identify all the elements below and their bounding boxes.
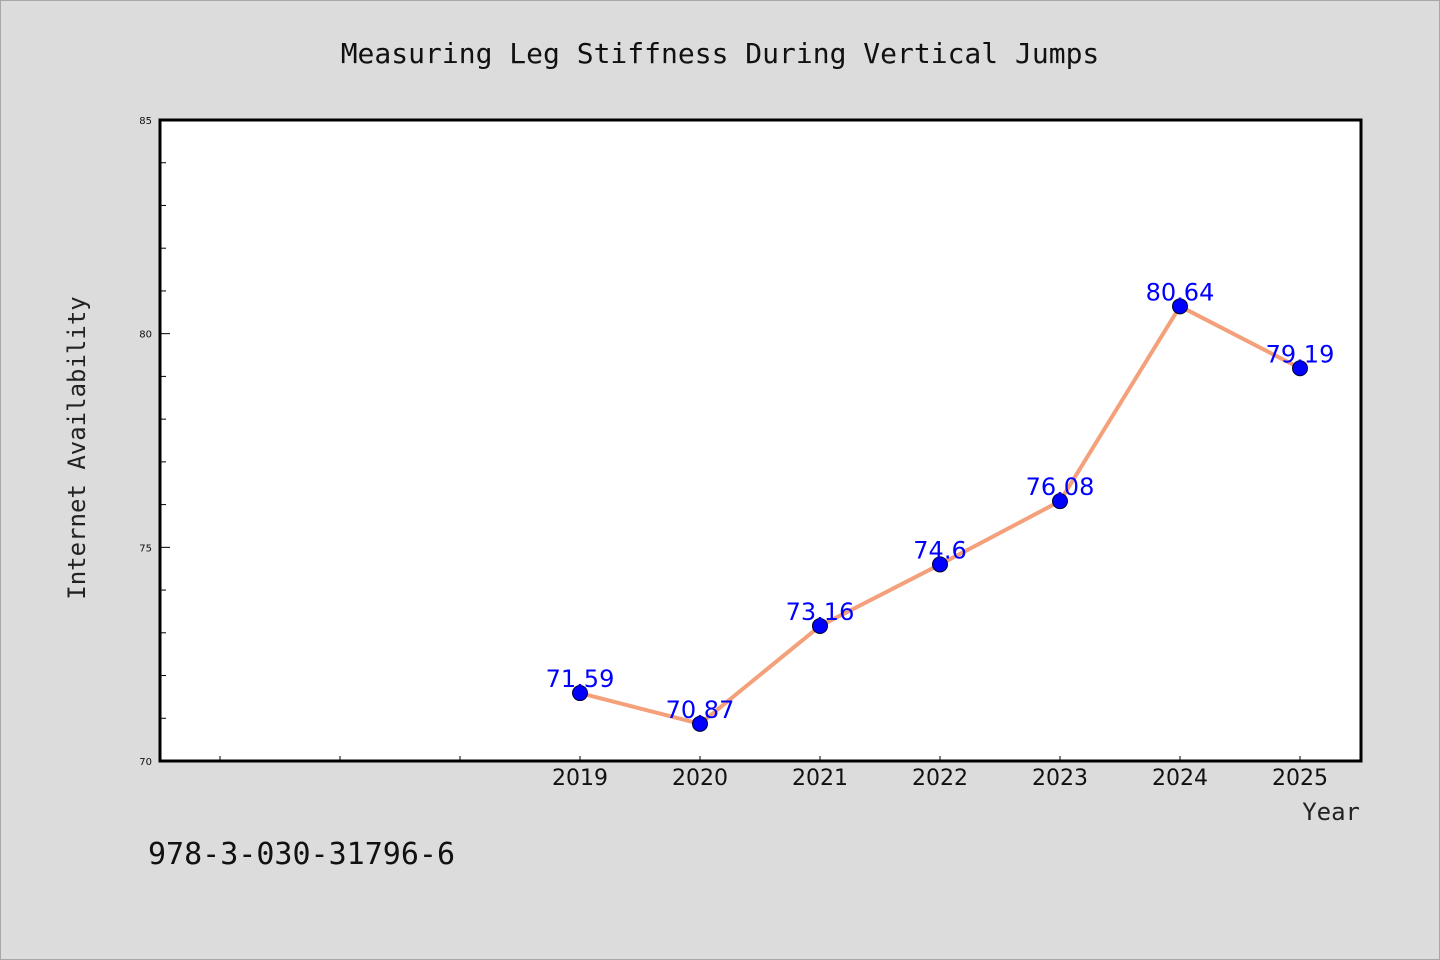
x-tick-label: 2021 bbox=[792, 766, 848, 791]
data-label: 79.19 bbox=[1266, 340, 1335, 368]
plot-area bbox=[158, 118, 1363, 763]
y-axis-title: Internet Availability bbox=[63, 296, 91, 599]
data-point bbox=[572, 685, 588, 702]
data-point bbox=[692, 715, 708, 732]
isbn-footer: 978-3-030-31796-6 bbox=[148, 837, 455, 872]
data-label: 70.87 bbox=[666, 696, 735, 724]
x-tick-label: 2022 bbox=[912, 766, 968, 791]
y-tick-label: 75 bbox=[139, 543, 152, 554]
x-tick-label: 2023 bbox=[1032, 766, 1088, 791]
data-label: 80.64 bbox=[1146, 278, 1215, 306]
y-axis: 70 75 80 85 bbox=[139, 116, 170, 768]
y-tick-label: 80 bbox=[139, 330, 152, 341]
chart-title: Measuring Leg Stiffness During Vertical … bbox=[341, 37, 1100, 70]
data-point bbox=[932, 556, 948, 573]
data-label: 76.08 bbox=[1026, 473, 1095, 501]
x-tick-label: 2025 bbox=[1272, 766, 1328, 791]
data-point bbox=[1172, 298, 1188, 315]
x-axis: 2019 2020 2021 2022 2023 2024 2025 bbox=[219, 756, 1328, 791]
x-tick-label: 2019 bbox=[552, 766, 608, 791]
y-tick-label: 70 bbox=[139, 757, 152, 768]
x-tick-label: 2020 bbox=[672, 766, 728, 791]
x-axis-title: Year bbox=[1302, 798, 1360, 826]
data-label: 73.16 bbox=[786, 598, 855, 626]
data-point bbox=[1052, 493, 1068, 510]
series: 71.59 70.87 73.16 74.6 76.08 80.64 79.19 bbox=[546, 278, 1335, 732]
data-label: 71.59 bbox=[546, 665, 615, 693]
x-tick-label: 2024 bbox=[1152, 766, 1208, 791]
y-tick-label: 85 bbox=[139, 116, 152, 127]
data-point bbox=[812, 617, 828, 634]
data-point bbox=[1292, 360, 1308, 377]
data-label: 74.6 bbox=[913, 536, 966, 564]
